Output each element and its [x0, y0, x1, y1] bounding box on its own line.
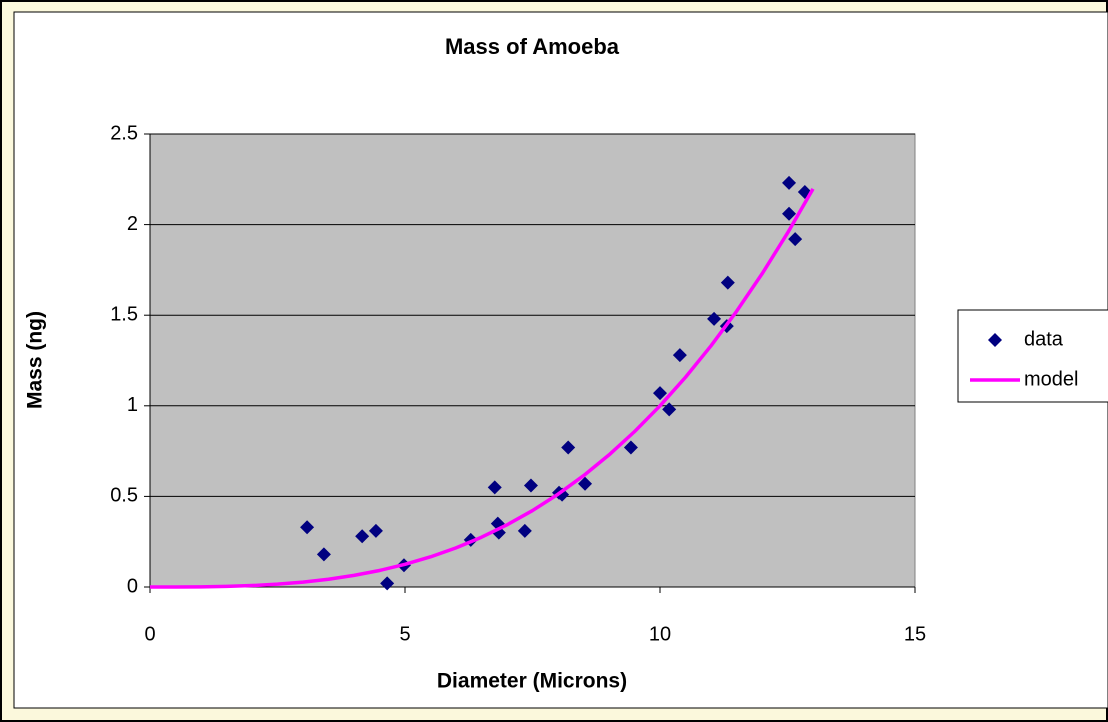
data-point — [782, 206, 797, 221]
legend-label: model — [1024, 368, 1078, 390]
y-axis-title: Mass (ng) — [24, 311, 47, 409]
data-point — [623, 440, 638, 455]
data-point — [672, 348, 687, 363]
plot-area — [149, 133, 916, 588]
y-tick-label: 2.5 — [110, 122, 138, 144]
model-line — [149, 188, 815, 589]
data-point — [720, 275, 735, 290]
data-point — [561, 440, 576, 455]
data-point — [300, 520, 315, 535]
x-tick-label: 10 — [649, 623, 671, 645]
x-axis-title: Diameter (Microns) — [437, 670, 627, 693]
y-tick-label: 1.5 — [110, 303, 138, 325]
data-point — [517, 523, 532, 538]
y-tick-label: 0 — [127, 575, 138, 597]
legend-box — [957, 309, 1108, 403]
y-tick-label: 0.5 — [110, 485, 138, 507]
x-tick-label: 5 — [399, 623, 410, 645]
data-point — [555, 487, 570, 502]
chart-title: Mass of Amoeba — [445, 34, 620, 59]
data-point — [653, 386, 667, 401]
data-point — [355, 529, 370, 544]
legend-label: data — [1024, 328, 1064, 350]
x-tick-label: 15 — [904, 623, 926, 645]
data-point — [380, 576, 395, 591]
data-point — [316, 547, 331, 562]
data-point — [578, 476, 593, 491]
y-tick-label: 1 — [127, 394, 138, 416]
data-point — [782, 175, 797, 190]
x-tick-label: 0 — [144, 623, 155, 645]
data-point — [368, 523, 383, 538]
data-point — [487, 480, 502, 495]
data-point — [707, 311, 722, 326]
data-point — [662, 402, 677, 417]
y-tick-label: 2 — [127, 213, 138, 235]
data-point — [523, 478, 538, 493]
legend-marker — [988, 333, 1002, 347]
data-point — [788, 232, 803, 247]
